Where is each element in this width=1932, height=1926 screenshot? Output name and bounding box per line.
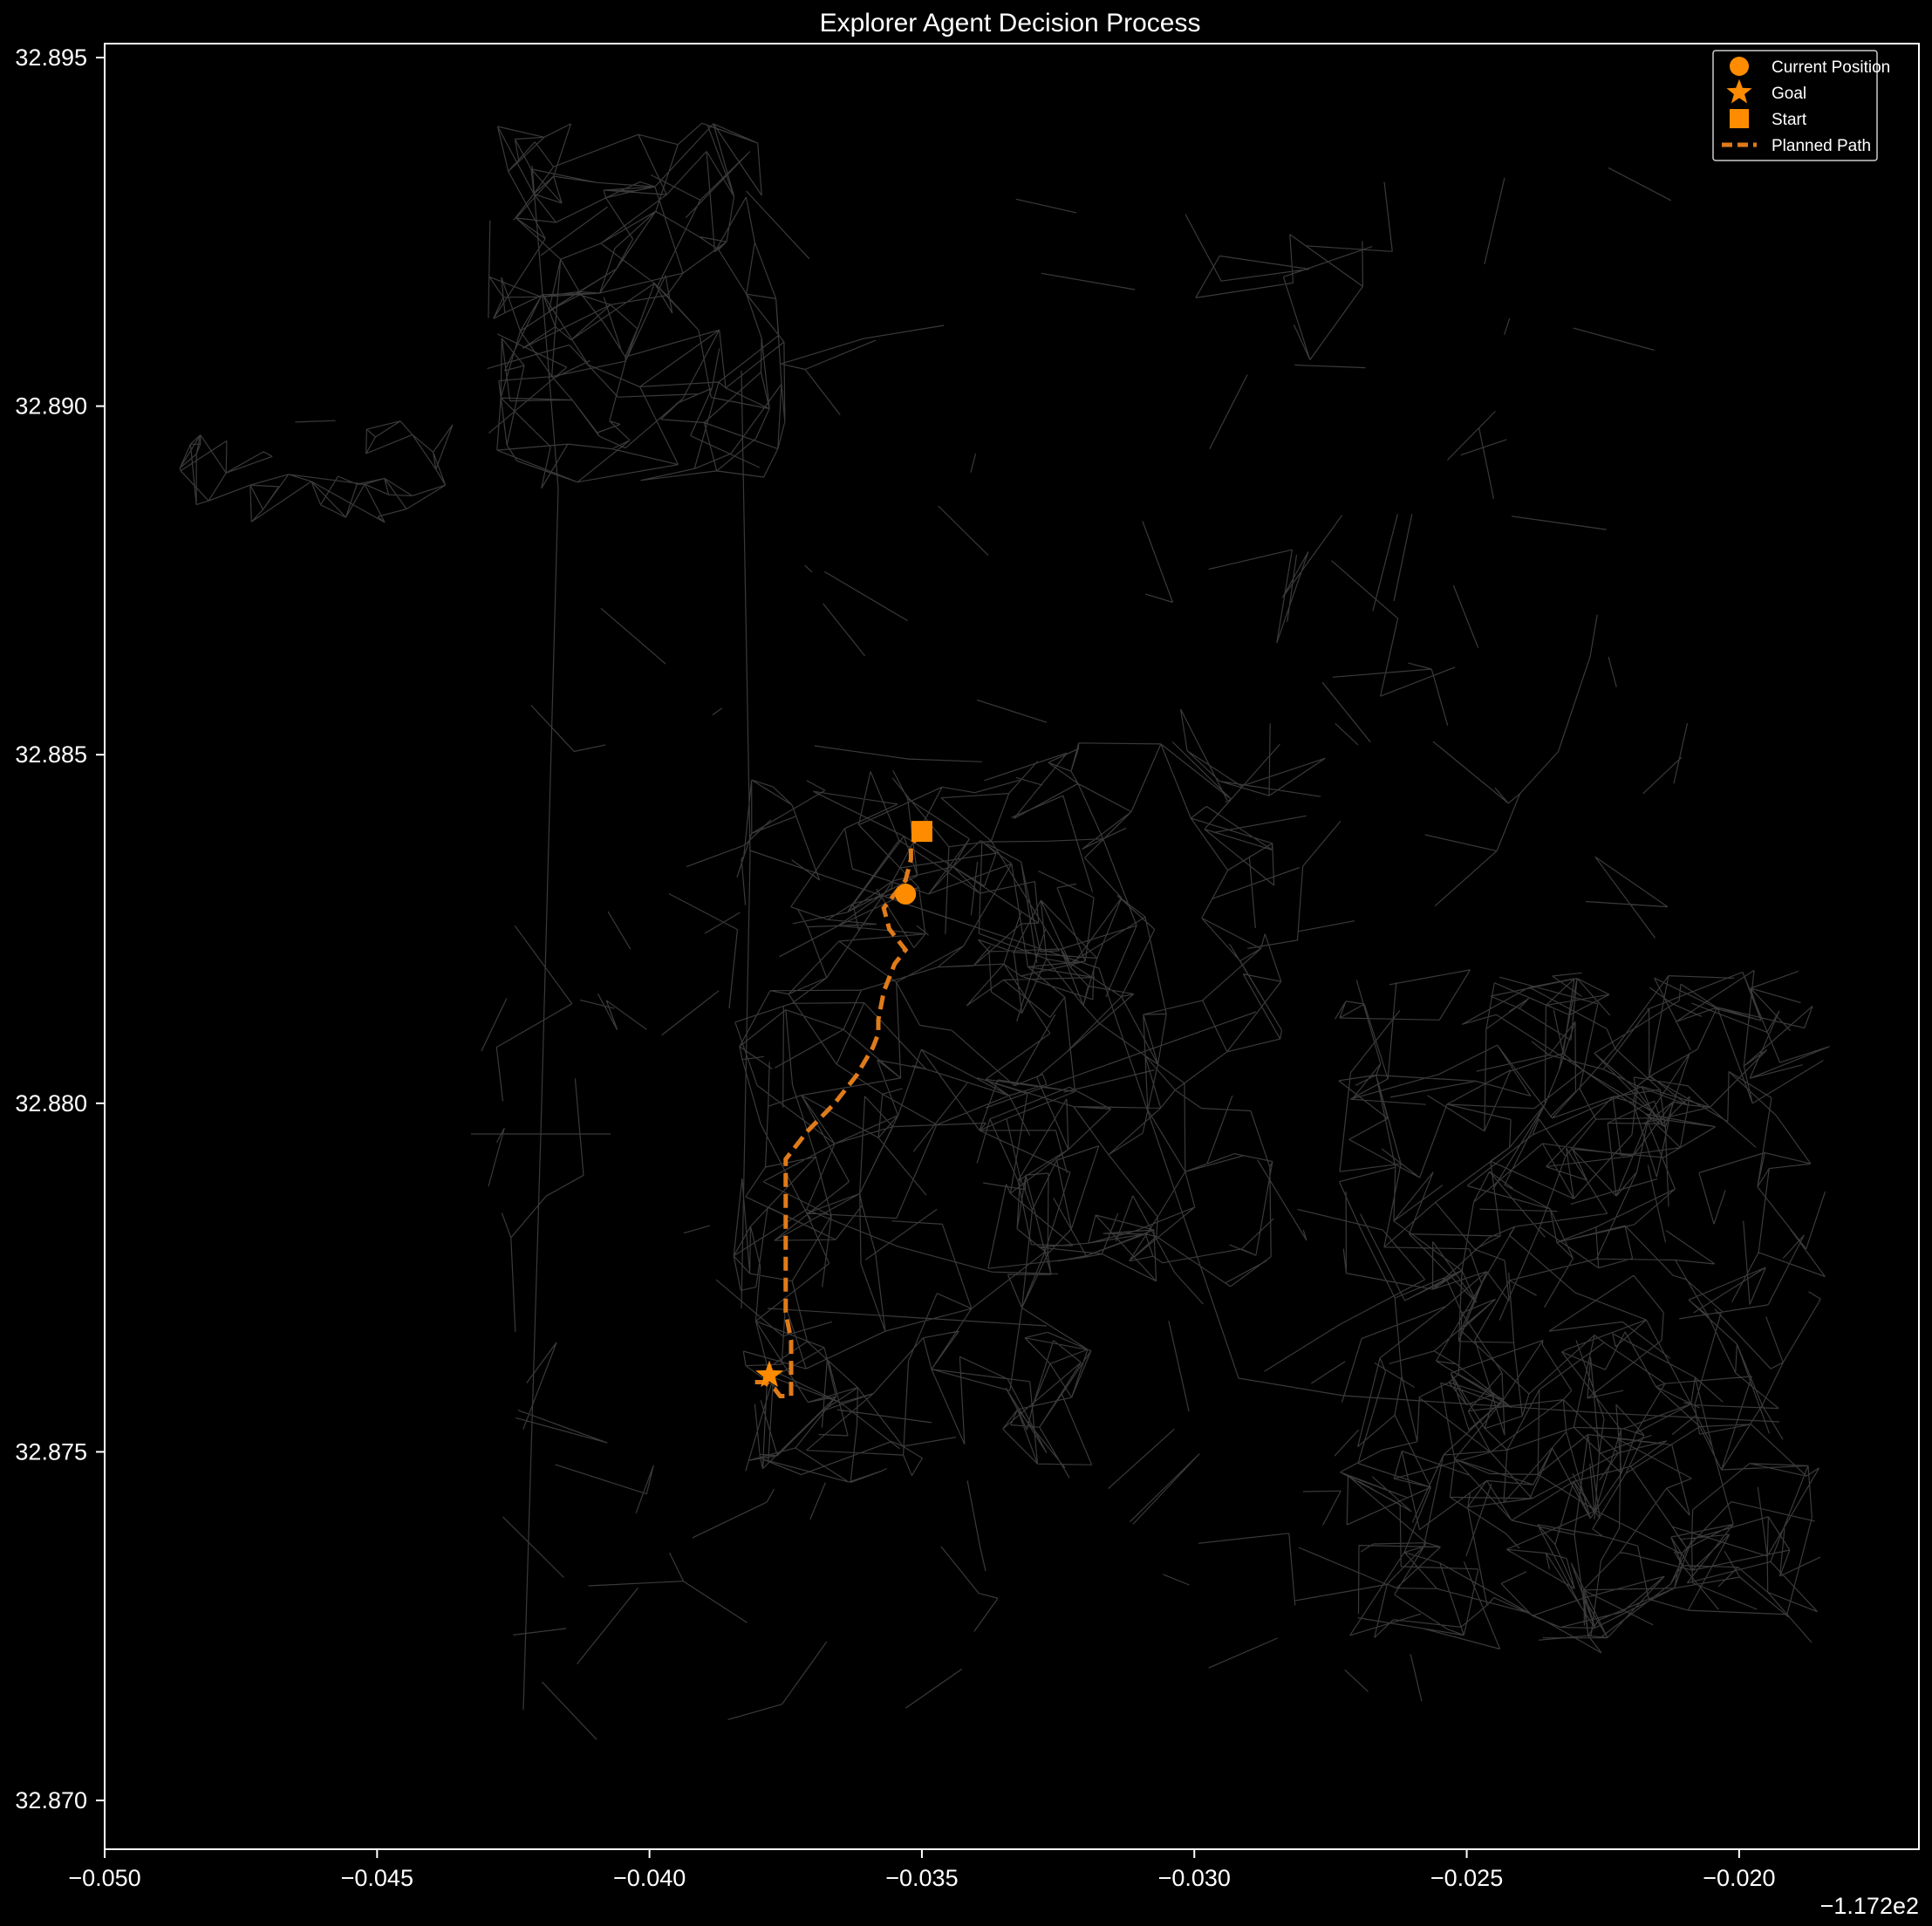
legend-items: Current Position Goal Start Planned Path — [1722, 57, 1890, 155]
legend-goal-symbol — [1726, 79, 1752, 104]
legend-start-symbol — [1730, 109, 1749, 128]
arterial-road — [741, 370, 751, 1309]
legend-current-position-label: Current Position — [1772, 58, 1890, 77]
marker-layer — [755, 821, 932, 1388]
road-segments — [481, 151, 1696, 1740]
arterial-road — [522, 165, 559, 1711]
plot-frame — [104, 43, 1920, 1850]
planned-path-layer — [753, 830, 924, 1398]
arterial-road — [767, 1308, 1048, 1327]
road-segments — [1334, 969, 1830, 1654]
x-tick-label: −0.030 — [1158, 1865, 1231, 1891]
x-tick-label: −0.040 — [613, 1865, 686, 1891]
road-segments — [976, 741, 1282, 1287]
goal-marker — [755, 1360, 783, 1388]
planned-path-line — [753, 830, 924, 1398]
x-tick-label: −0.025 — [1430, 1865, 1503, 1891]
road-network — [179, 122, 1830, 1740]
y-tick-label: 32.880 — [15, 1090, 87, 1117]
x-tick-label: −0.045 — [341, 1865, 413, 1891]
x-offset-label: −1.172e2 — [1820, 1893, 1919, 1919]
legend-box — [1712, 50, 1878, 161]
y-tick-label: 32.885 — [15, 741, 87, 768]
legend-goal-label: Goal — [1772, 85, 1806, 103]
legend-planned-path-label: Planned Path — [1772, 137, 1871, 155]
y-axis: 32.870 32.875 32.880 32.885 32.890 32.895 — [15, 44, 105, 1813]
start-marker — [911, 821, 932, 843]
chart-title: Explorer Agent Decision Process — [820, 9, 1201, 38]
road-segments — [179, 420, 454, 523]
legend-current-position-symbol — [1730, 57, 1749, 76]
x-tick-label: −0.050 — [68, 1865, 140, 1891]
y-tick-label: 32.870 — [15, 1787, 87, 1813]
y-tick-label: 32.895 — [15, 44, 87, 71]
legend: Current Position Goal Start Planned Path — [1712, 50, 1890, 161]
y-tick-label: 32.890 — [15, 393, 87, 420]
x-tick-label: −0.035 — [885, 1865, 958, 1891]
x-axis: −0.050 −0.045 −0.040 −0.035 −0.030 −0.025 −0.0… — [68, 1849, 1776, 1891]
legend-start-label: Start — [1772, 111, 1807, 129]
current-position-marker — [895, 884, 917, 905]
road-segments — [488, 122, 786, 489]
arterial-road — [985, 1011, 1257, 1109]
x-tick-label: −0.020 — [1703, 1865, 1775, 1891]
y-tick-label: 32.875 — [15, 1438, 87, 1465]
arterial-road — [749, 850, 1780, 1423]
